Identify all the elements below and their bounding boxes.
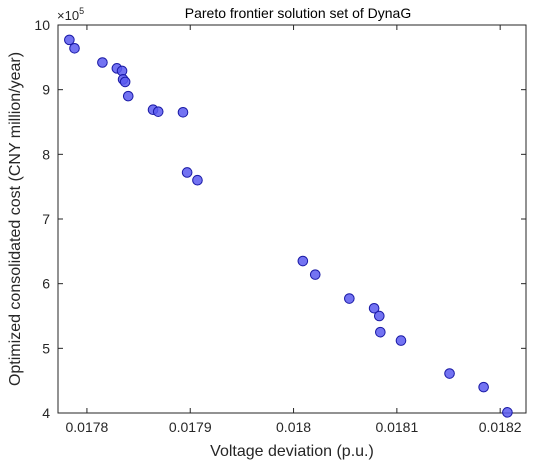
y-exponent-power: 5	[79, 6, 84, 16]
x-axis-title: Voltage deviation (p.u.)	[210, 443, 374, 460]
data-point	[181, 167, 193, 178]
y-axis-title: Optimized consolidated cost (CNY million…	[7, 52, 24, 386]
y-tick-label: 8	[42, 146, 50, 162]
data-point	[192, 174, 203, 186]
data-point	[297, 255, 309, 267]
data-point	[375, 326, 386, 338]
y-tick-label: 4	[42, 405, 50, 421]
data-point	[309, 269, 321, 280]
data-point	[444, 368, 455, 379]
y-tick-label: 9	[42, 82, 50, 98]
data-point	[502, 407, 513, 418]
x-axis-ticks: 0.0178 0.0179 0.018 0.0181 0.0182	[66, 25, 522, 435]
y-tick-label: 6	[42, 276, 50, 292]
data-points	[64, 34, 513, 418]
x-tick-label: 0.0181	[375, 419, 418, 435]
x-tick-label: 0.0178	[66, 419, 109, 435]
data-point	[344, 293, 355, 304]
y-axis-ticks: 4 5 6 7 8 9 10	[34, 17, 526, 421]
y-tick-label: 5	[42, 340, 50, 356]
data-point	[395, 335, 407, 346]
data-point	[69, 42, 80, 54]
y-tick-label: 7	[42, 211, 50, 227]
data-point	[64, 34, 75, 46]
data-point	[119, 76, 131, 88]
chart-title: Pareto frontier solution set of DynaG	[185, 5, 411, 21]
plot-area	[57, 24, 527, 414]
data-point	[122, 90, 134, 102]
data-point	[152, 106, 164, 117]
data-point	[177, 107, 189, 118]
data-point	[478, 381, 489, 393]
data-point	[368, 302, 380, 314]
data-point	[97, 57, 108, 68]
data-point	[373, 310, 385, 322]
x-tick-label: 0.0179	[169, 419, 212, 435]
y-exponent-base: ×10	[57, 8, 79, 23]
x-tick-label: 0.0182	[479, 419, 522, 435]
y-exponent-label: ×105	[57, 6, 84, 23]
x-tick-label: 0.018	[276, 419, 311, 435]
y-tick-label: 10	[34, 17, 50, 33]
